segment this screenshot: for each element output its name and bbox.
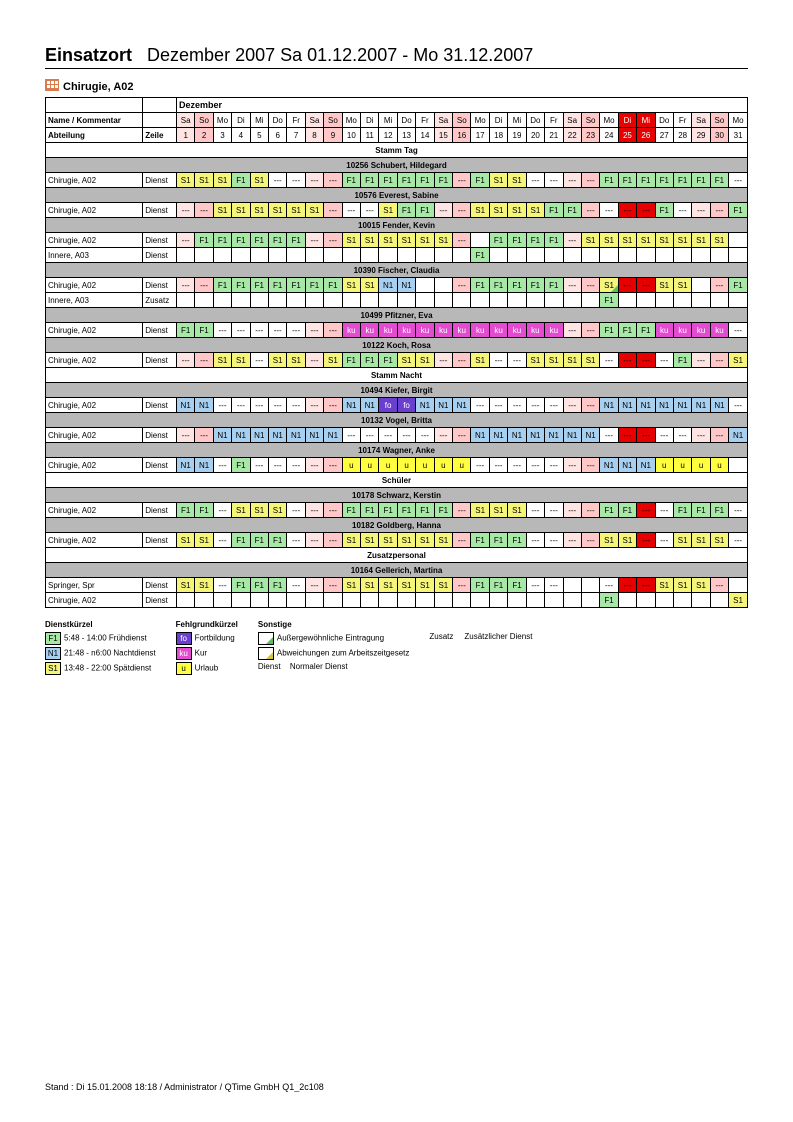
legend: DienstkürzelF15:48 - 14:00 FrühdienstN12… [45, 620, 748, 677]
page-title: Einsatzort Dezember 2007 Sa 01.12.2007 -… [45, 45, 748, 69]
dept-icon [45, 79, 59, 91]
schedule-table: DezemberName / KommentarSaSoMoDiMiDoFrSa… [45, 97, 748, 608]
footer-text: Stand : Di 15.01.2008 18:18 / Administra… [45, 1082, 324, 1092]
department-header: Chirugie, A02 [45, 79, 748, 93]
